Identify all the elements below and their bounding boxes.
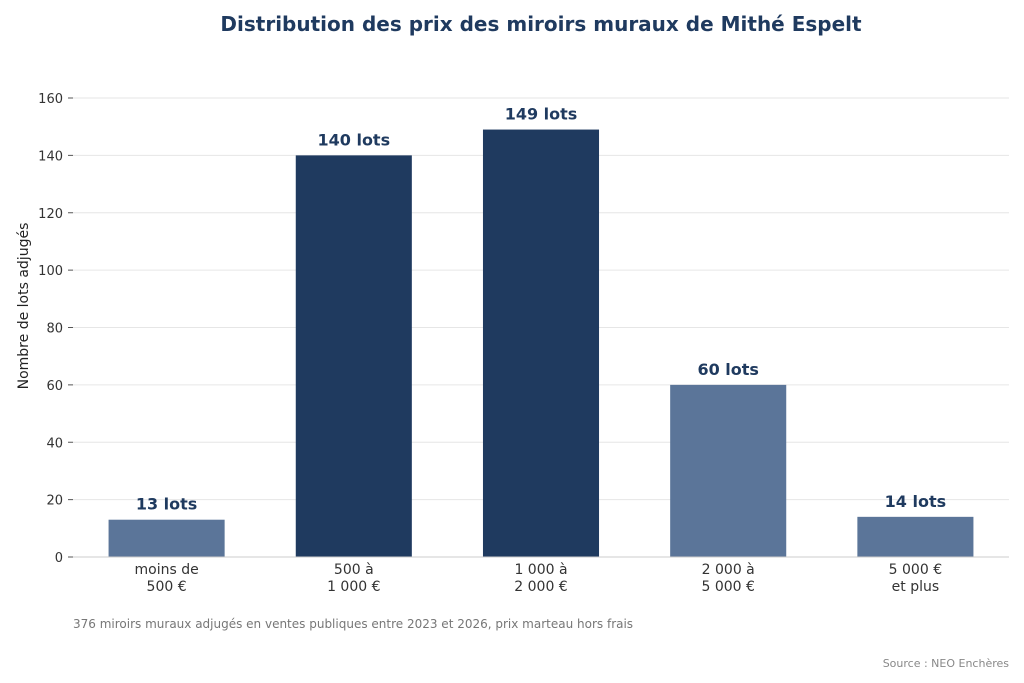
data-label: 60 lots: [697, 360, 758, 379]
data-label: 13 lots: [136, 495, 197, 514]
x-tick-label: 500 à: [334, 562, 374, 578]
y-axis-label: Nombre de lots adjugés: [16, 223, 32, 390]
bar: [482, 129, 600, 557]
x-tick-label: 500 €: [147, 579, 187, 595]
x-tick-label: 2 000 €: [514, 579, 567, 595]
y-tick-label: 40: [46, 436, 63, 451]
bar: [857, 516, 974, 557]
y-tick-label: 160: [38, 92, 63, 107]
x-tick-label: 1 000 €: [327, 579, 380, 595]
bars: [108, 129, 974, 557]
x-tick-label: 5 000 €: [701, 579, 754, 595]
data-label: 140 lots: [317, 130, 390, 149]
bar: [670, 384, 787, 557]
x-tick-label: 1 000 à: [514, 562, 567, 578]
x-tick-label: 5 000 €: [889, 562, 942, 578]
x-tick-label: 2 000 à: [702, 562, 755, 578]
x-tick-label: et plus: [892, 579, 940, 595]
chart-title: Distribution des prix des miroirs muraux…: [220, 12, 862, 36]
chart-footnote: 376 miroirs muraux adjugés en ventes pub…: [73, 617, 634, 631]
chart-source: Source : NEO Enchères: [882, 657, 1009, 670]
y-tick-label: 80: [46, 322, 63, 337]
data-label: 14 lots: [885, 492, 946, 511]
y-tick-label: 140: [38, 149, 63, 164]
bar: [108, 519, 225, 557]
data-label: 149 lots: [505, 105, 578, 124]
bar: [295, 155, 412, 557]
data-labels: 13 lots 140 lots 149 lots 60 lots 14 lots: [136, 105, 946, 514]
y-tick-label: 120: [38, 207, 63, 222]
y-tick-label: 100: [38, 264, 63, 279]
y-tick-label: 20: [46, 494, 63, 509]
y-axis: 0 20 40 60 80 100 120 140 160: [38, 92, 73, 566]
y-tick-label: 0: [55, 551, 63, 566]
x-tick-label: moins de: [134, 562, 198, 578]
y-tick-label: 60: [46, 379, 63, 394]
